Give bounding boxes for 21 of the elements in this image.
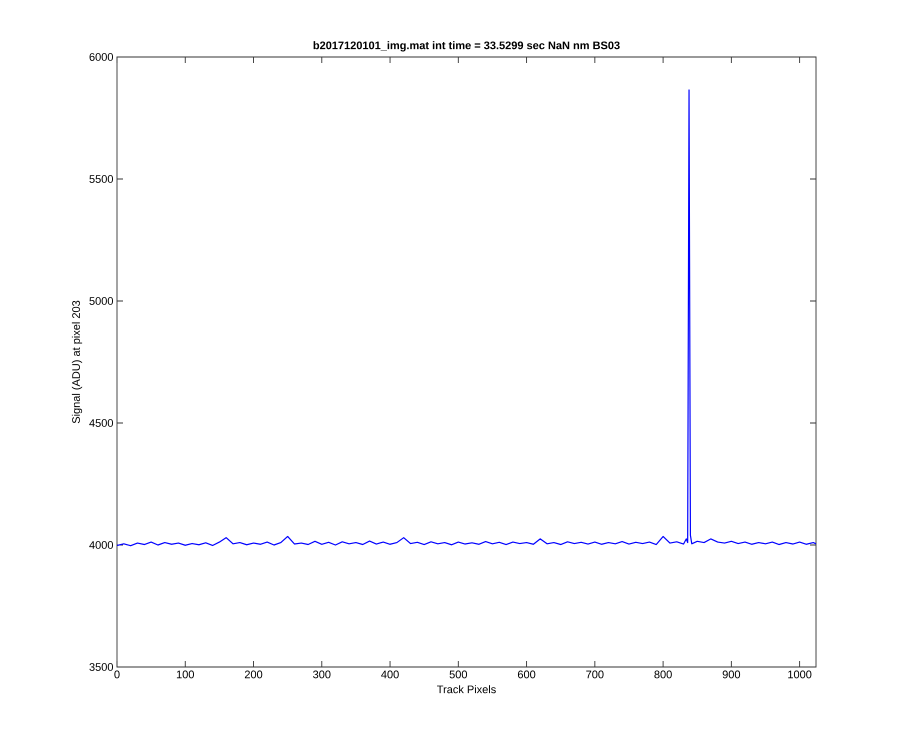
x-tick-label: 300 (313, 670, 331, 678)
x-tick-label: 500 (450, 670, 468, 678)
x-tick-label: 400 (381, 670, 399, 678)
x-tick-label: 1000 (788, 670, 812, 678)
line-series (117, 89, 816, 546)
y-tick-label: 5000 (89, 297, 114, 305)
y-tick-label: 6000 (90, 53, 114, 61)
y-tick-label: 5500 (89, 175, 114, 183)
y-axis-title: Signal (ADU) at pixel 203 (72, 300, 82, 424)
x-tick-label: 200 (244, 670, 262, 678)
x-tick-label: 0 (114, 670, 120, 678)
x-tick-label: 800 (654, 670, 672, 678)
x-tick-label: 100 (176, 670, 194, 678)
x-axis-title: Track Pixels (437, 685, 496, 694)
y-tick-label: 4500 (89, 419, 114, 427)
x-tick-label: 900 (722, 670, 740, 678)
y-tick-label: 3500 (89, 663, 114, 671)
x-tick-label: 700 (586, 670, 604, 678)
x-tick-label: 600 (518, 670, 536, 678)
chart-title: b2017120101_img.mat int time = 33.5299 sec NaN nm BS03 (314, 41, 620, 52)
y-tick-label: 4000 (89, 541, 114, 549)
